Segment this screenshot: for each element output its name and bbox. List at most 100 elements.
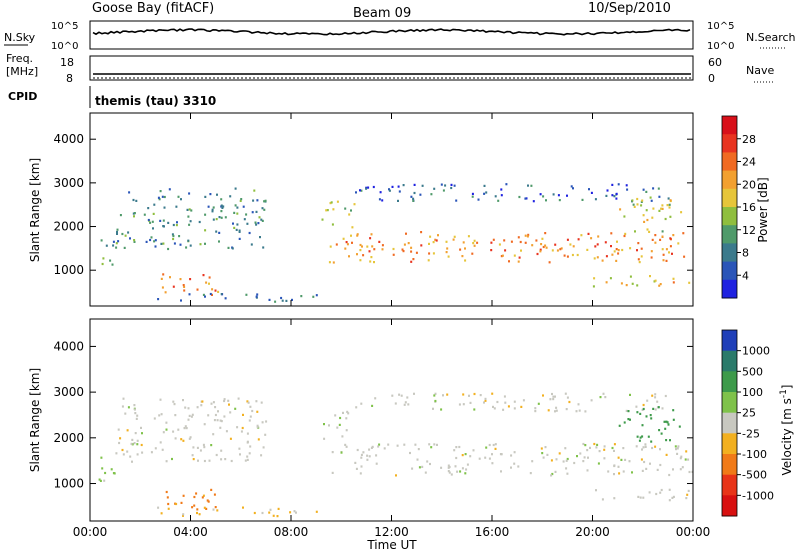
power-echo-cell	[149, 221, 152, 224]
cpid-label: CPID	[8, 90, 37, 103]
velocity-echo-cell	[613, 464, 616, 467]
power-echo-cell	[605, 194, 608, 197]
power-echo-cell	[636, 203, 639, 206]
velocity-echo-cell	[587, 456, 589, 459]
velocity-echo-cell	[565, 408, 568, 411]
power-echo-cell	[255, 295, 258, 298]
velocity-echo-cell	[141, 451, 144, 454]
velocity-echo-cell	[118, 441, 121, 445]
power-panel-frame	[89, 112, 694, 307]
velocity-echo-cell	[418, 466, 421, 469]
power-echo-cell	[551, 249, 554, 252]
power-echo-cell	[145, 240, 148, 243]
power-echo-cell	[187, 239, 190, 242]
velocity-echo-cell	[677, 445, 680, 448]
velocity-echo-cell	[552, 398, 555, 401]
velocity-echo-cell	[687, 458, 690, 461]
velocity-echo-cell	[625, 409, 628, 412]
velocity-echo-cell	[295, 511, 297, 514]
power-echo-cell	[116, 230, 118, 234]
velocity-echo-cell	[323, 423, 325, 426]
power-colorbar-tick-label: 12	[742, 224, 756, 237]
power-echo-cell	[508, 260, 510, 263]
power-echo-cell	[510, 240, 513, 243]
velocity-echo-cell	[251, 409, 254, 413]
velocity-echo-cell	[230, 459, 233, 463]
power-echo-cell	[450, 186, 453, 190]
power-echo-cell	[542, 245, 545, 249]
power-echo-cell	[559, 248, 562, 251]
velocity-echo-cell	[473, 408, 476, 411]
power-echo-cell	[651, 216, 654, 219]
power-echo-cell	[119, 214, 122, 217]
power-echo-cell	[483, 192, 486, 195]
velocity-echo-cell	[566, 457, 569, 461]
power-echo-cell	[428, 242, 430, 245]
velocity-echo-cell	[484, 456, 487, 459]
velocity-echo-cell	[323, 437, 326, 440]
velocity-echo-cell	[637, 495, 640, 498]
velocity-echo-cell	[225, 430, 228, 433]
power-echo-cell	[161, 195, 164, 198]
velocity-echo-cell	[461, 454, 464, 457]
velocity-echo-cell	[428, 443, 431, 446]
velocity-echo-cell	[185, 427, 188, 430]
velocity-echo-cell	[129, 455, 132, 458]
power-echo-cell	[654, 279, 657, 282]
velocity-echo-cell	[656, 400, 659, 403]
power-echo-cell	[381, 244, 384, 247]
velocity-echo-cell	[375, 454, 378, 457]
power-echo-cell	[330, 201, 333, 204]
velocity-y-axis: 1000 2000 3000 4000	[53, 339, 693, 491]
power-echo-cell	[412, 258, 415, 261]
velocity-echo-cell	[134, 432, 137, 435]
velocity-echo-cell	[603, 457, 606, 460]
velocity-echo-cell	[203, 423, 206, 426]
power-echo-cell	[501, 254, 504, 257]
velocity-echo-cell	[546, 453, 549, 456]
power-echo-cell	[517, 236, 520, 239]
power-ylabel: Slant Range [km]	[28, 158, 42, 262]
power-echo-cell	[661, 230, 664, 233]
power-echo-cell	[625, 284, 628, 287]
power-echo-cell	[183, 289, 186, 292]
power-echo-cell	[688, 281, 691, 284]
velocity-echo-cell	[631, 471, 633, 474]
velocity-echo-cell	[685, 497, 688, 500]
power-echo-cell	[590, 191, 593, 194]
power-echo-cell	[262, 246, 265, 249]
velocity-echo-cell	[131, 460, 133, 463]
velocity-echo-cell	[219, 419, 222, 422]
velocity-echo-cell	[520, 405, 523, 408]
velocity-echo-cell	[193, 504, 196, 507]
power-echo-cell	[209, 292, 212, 296]
power-echo-cell	[642, 214, 645, 217]
power-echo-cell	[180, 299, 182, 302]
velocity-echo-cell	[184, 406, 187, 409]
velocity-echo-cell	[387, 443, 390, 446]
velocity-echo-cell	[576, 455, 578, 458]
velocity-echo-cell	[174, 437, 177, 440]
velocity-echo-cell	[644, 443, 647, 446]
power-echo-cell	[472, 242, 475, 245]
velocity-echo-cell	[133, 404, 136, 407]
velocity-echo-cell	[513, 407, 516, 410]
velocity-echo-cell	[257, 438, 260, 441]
velocity-echo-cell	[542, 456, 545, 459]
power-echo-cell	[381, 248, 384, 251]
power-echo-cell	[434, 238, 437, 241]
power-echo-cell	[407, 242, 410, 245]
velocity-echo-cell	[131, 438, 134, 441]
power-echo-cell	[325, 209, 328, 212]
power-echo-cell	[445, 251, 448, 254]
velocity-echo-cell	[593, 442, 596, 446]
velocity-echo-cell	[659, 448, 661, 451]
power-echo-cell	[682, 232, 685, 235]
velocity-echo-cell	[220, 458, 223, 461]
velocity-echo-cell	[604, 396, 607, 399]
velocity-echo-cell	[494, 447, 497, 450]
velocity-echo-cell	[368, 455, 371, 458]
power-echo-cell	[680, 211, 683, 214]
velocity-echo-cell	[246, 455, 249, 458]
velocity-echo-cell	[450, 473, 453, 476]
